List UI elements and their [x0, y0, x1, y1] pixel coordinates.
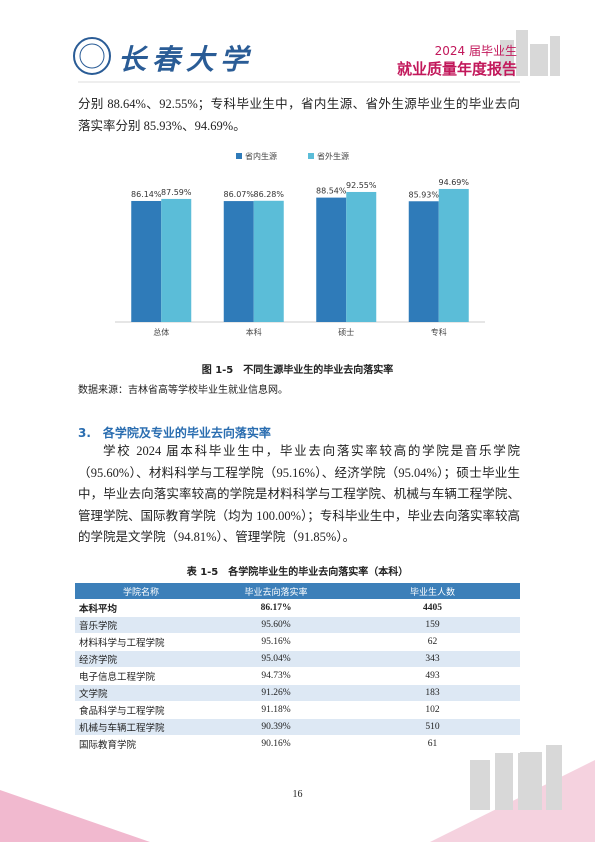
table-cell: 音乐学院: [75, 616, 207, 634]
table-header-cell: 毕业去向落实率: [207, 583, 345, 600]
table-cell: 91.26%: [207, 684, 345, 702]
table-row: 国际教育学院 90.16% 61: [75, 735, 520, 753]
bar: [223, 201, 254, 322]
report-year: 2024 届毕业生: [434, 44, 517, 58]
table-cell: 493: [345, 667, 520, 685]
table-cell: 61: [345, 735, 520, 753]
table-cell: 86.17%: [207, 599, 345, 617]
table-cell: 材料科学与工程学院: [75, 633, 207, 651]
table-row: 食品科学与工程学院 91.18% 102: [75, 701, 520, 719]
logo-text: 长春大学: [118, 45, 255, 76]
table-cell: 95.60%: [207, 616, 345, 634]
data-source: 数据来源：吉林省高等学校毕业生就业信息网。: [78, 385, 288, 396]
table-cell: 90.39%: [207, 718, 345, 736]
table-cell: 510: [345, 718, 520, 736]
value-label: 92.55%: [346, 181, 377, 190]
table-row: 机械与车辆工程学院 90.39% 510: [75, 718, 520, 736]
report-title: 就业质量年度报告: [396, 60, 517, 78]
value-label: 85.93%: [408, 190, 439, 199]
table-cell: 经济学院: [75, 650, 207, 668]
table-cell: 62: [345, 633, 520, 651]
table-row: 文学院 91.26% 183: [75, 684, 520, 702]
table-cell: 机械与车辆工程学院: [75, 718, 207, 736]
paragraph: 学校 2024 届本科毕业生中，毕业去向落实率较高的学院是音乐学院（95.60%…: [78, 444, 520, 544]
page-number: 16: [292, 789, 303, 800]
legend-swatch: [236, 153, 242, 159]
table-header-cell: 学院名称: [75, 583, 207, 600]
bar: [253, 200, 284, 322]
table-cell: 95.04%: [207, 650, 345, 668]
table-row: 经济学院 95.04% 343: [75, 650, 520, 668]
table-cell: 91.18%: [207, 701, 345, 719]
value-label: 94.69%: [438, 178, 469, 187]
corner-band: [0, 790, 150, 842]
bar: [438, 188, 469, 322]
table-cell: 90.16%: [207, 735, 345, 753]
bar: [131, 200, 162, 322]
table-cell: 343: [345, 650, 520, 668]
table-cell: 电子信息工程学院: [75, 667, 207, 685]
table-cell: 102: [345, 701, 520, 719]
value-label: 88.54%: [316, 187, 347, 196]
table-cell: 国际教育学院: [75, 735, 207, 753]
legend-label: 省内生源: [245, 151, 277, 161]
table-cell: 4405: [345, 599, 520, 617]
table-cell: 94.73%: [207, 667, 345, 685]
value-label: 86.14%: [131, 190, 162, 199]
legend-label: 省外生源: [317, 151, 349, 161]
paragraph: 分别 88.64%、92.55%；专科毕业生中，省内生源、省外生源毕业生的毕业去…: [78, 97, 520, 133]
table-row: 本科平均 86.17% 4405: [75, 599, 520, 617]
table-row: 音乐学院 95.60% 159: [75, 616, 520, 634]
x-tick-label: 总体: [153, 327, 169, 337]
logo-emblem-inner: [79, 43, 105, 69]
table-cell: 183: [345, 684, 520, 702]
table-cell: 文学院: [75, 684, 207, 702]
x-tick-label: 本科: [246, 327, 262, 337]
table-header-row: 学院名称 毕业去向落实率 毕业生人数: [75, 583, 520, 600]
logo-emblem: [73, 37, 111, 75]
table-cell: 食品科学与工程学院: [75, 701, 207, 719]
table-header-cell: 毕业生人数: [345, 583, 520, 600]
table-row: 电子信息工程学院 94.73% 493: [75, 667, 520, 685]
value-label: 87.59%: [161, 188, 192, 197]
x-tick-label: 专科: [431, 327, 447, 337]
value-label: 86.28%: [253, 190, 284, 199]
bar: [408, 201, 439, 322]
section-heading: 3. 各学院及专业的毕业去向落实率: [78, 426, 271, 440]
value-label: 86.07%: [223, 190, 254, 199]
bar: [346, 191, 377, 322]
figure-caption: 图 1-5 不同生源毕业生的毕业去向落实率: [201, 365, 394, 376]
table-caption: 表 1-5 各学院毕业生的毕业去向落实率（本科）: [186, 567, 409, 578]
bar: [161, 198, 192, 322]
table-cell: 95.16%: [207, 633, 345, 651]
table-cell: 159: [345, 616, 520, 634]
table-row: 材料科学与工程学院 95.16% 62: [75, 633, 520, 651]
table-cell: 本科平均: [75, 599, 207, 617]
x-tick-label: 硕士: [338, 327, 354, 337]
bar: [316, 197, 347, 322]
chart: 省内生源 省外生源 86.14% 87.59% 总体 86.07% 86.28% 本科 88.5…: [115, 151, 485, 337]
building-sketch: [470, 30, 562, 810]
table: 学院名称 毕业去向落实率 毕业生人数 本科平均 86.17% 4405 音乐学院 95.60%…: [75, 583, 520, 753]
legend-swatch: [308, 153, 314, 159]
